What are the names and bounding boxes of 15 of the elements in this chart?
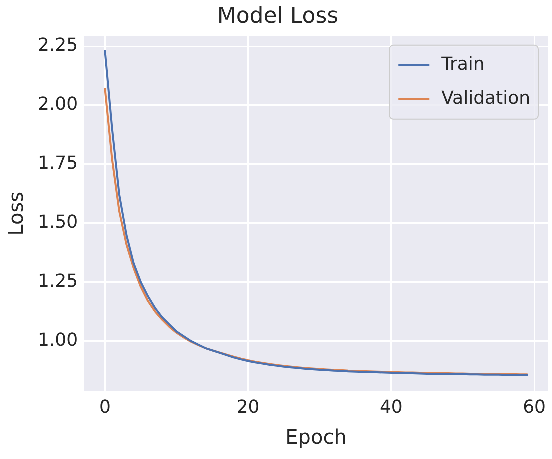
x-tick-label: 60 — [523, 396, 546, 418]
x-tick-label: 0 — [99, 396, 111, 418]
y-tick-label: 1.50 — [38, 212, 78, 233]
y-tick-label: 1.25 — [38, 270, 78, 292]
chart-title: Model Loss — [217, 4, 339, 29]
y-tick-label: 2.25 — [38, 35, 78, 56]
legend-label: Train — [440, 54, 485, 76]
y-tick-label: 1.00 — [38, 330, 78, 351]
y-tick-label: 2.00 — [38, 94, 78, 116]
y-axis-title: Loss — [4, 192, 28, 236]
x-tick-label: 40 — [380, 396, 403, 418]
legend-label: Validation — [442, 88, 531, 110]
x-axis-title: Epoch — [286, 425, 347, 450]
x-tick-label: 20 — [236, 396, 260, 418]
y-tick-label: 1.75 — [38, 153, 78, 174]
